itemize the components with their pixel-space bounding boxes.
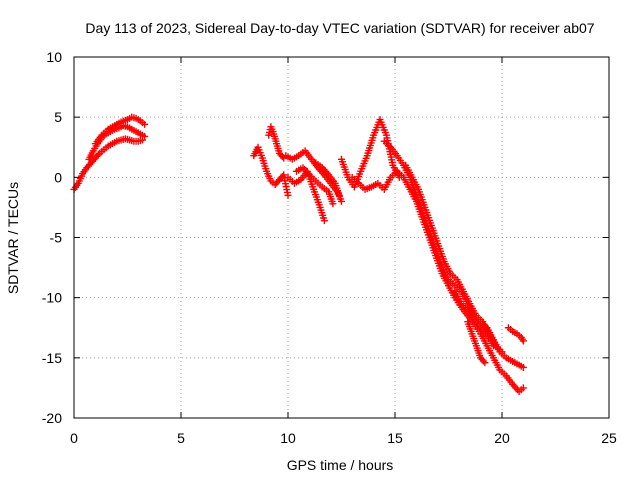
data-point [284, 191, 292, 199]
x-axis: 0 5 10 15 20 25 [70, 57, 617, 446]
y-tick-label: -15 [42, 350, 62, 366]
y-tick-label: 0 [54, 169, 62, 185]
x-axis-label: GPS time / hours [287, 457, 394, 473]
y-tick-label: 10 [46, 49, 62, 65]
data-point [519, 337, 527, 345]
y-tick-label: -10 [42, 290, 62, 306]
data-point [338, 197, 345, 205]
data-point [335, 191, 343, 199]
data-point [519, 384, 527, 392]
chart-title: Day 113 of 2023, Sidereal Day-to-day VTE… [85, 20, 594, 36]
x-tick-label: 25 [601, 430, 617, 446]
data-point [320, 217, 328, 225]
data-point [519, 363, 527, 371]
x-tick-label: 20 [494, 430, 510, 446]
y-axis-label: SDTVAR / TECUs [5, 182, 21, 294]
y-axis: 10 5 0 -5 -10 -15 -20 [42, 49, 609, 426]
x-tick-label: 5 [177, 430, 185, 446]
plot-frame [73, 56, 610, 419]
x-tick-label: 0 [70, 430, 78, 446]
data-point [141, 132, 149, 140]
data-point [94, 151, 102, 159]
data-point [479, 357, 487, 365]
grid-lines [74, 57, 609, 418]
data-point [489, 342, 497, 350]
y-tick-label: -5 [50, 230, 63, 246]
x-tick-label: 15 [387, 430, 403, 446]
data-point [141, 120, 149, 128]
data-point [329, 200, 337, 208]
data-points [70, 113, 527, 396]
data-point [498, 348, 506, 356]
x-tick-label: 10 [280, 430, 296, 446]
data-point [481, 359, 489, 367]
y-tick-label: 5 [54, 109, 62, 125]
y-tick-label: -20 [42, 410, 62, 426]
